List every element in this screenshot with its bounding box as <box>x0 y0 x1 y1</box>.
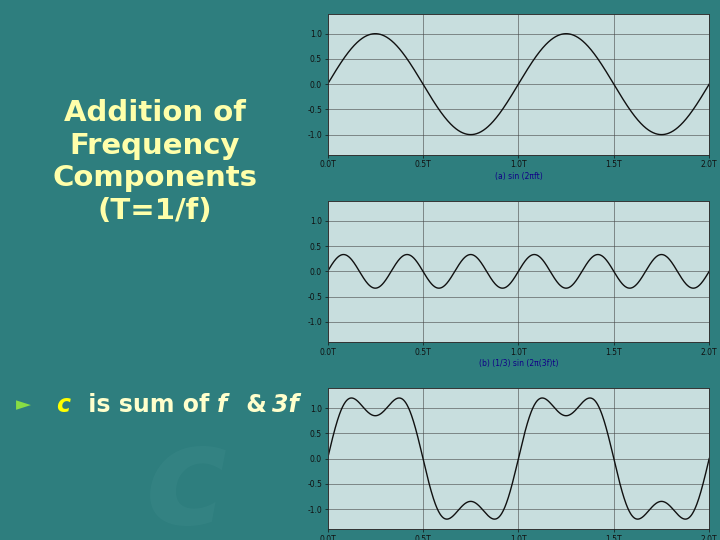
Text: 3f: 3f <box>272 393 300 417</box>
Text: &: & <box>238 393 276 417</box>
Text: Addition of
Frequency
Components
(T=1/f): Addition of Frequency Components (T=1/f) <box>53 99 257 225</box>
Text: c: c <box>145 418 227 540</box>
X-axis label: (a) sin (2πft): (a) sin (2πft) <box>495 172 542 181</box>
Text: ►: ► <box>16 395 30 415</box>
Text: f: f <box>217 393 227 417</box>
X-axis label: (b) (1/3) sin (2π(3f)t): (b) (1/3) sin (2π(3f)t) <box>479 359 558 368</box>
Text: is sum of: is sum of <box>81 393 218 417</box>
Text: c: c <box>55 393 70 417</box>
